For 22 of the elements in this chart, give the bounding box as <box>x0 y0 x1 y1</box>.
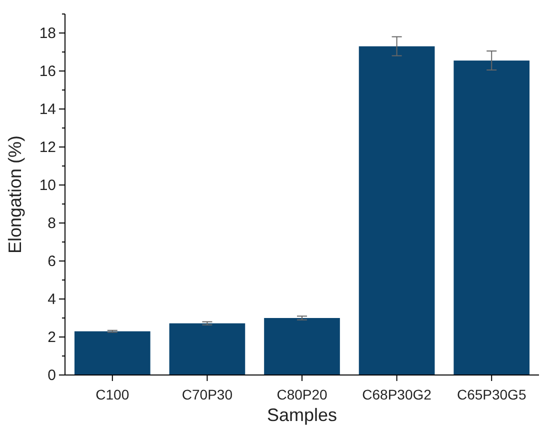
y-tick-label: 6 <box>48 252 56 270</box>
x-tick-label: C80P20 <box>276 386 328 402</box>
y-axis-title: Elongation (%) <box>5 135 25 254</box>
y-tick-label: 14 <box>39 100 56 118</box>
x-axis-title: Samples <box>266 405 338 425</box>
bar <box>169 323 246 375</box>
y-tick-label: 10 <box>39 176 56 194</box>
bar <box>74 331 150 375</box>
y-tick-label: 16 <box>39 62 56 80</box>
x-tick-label: C100 <box>96 386 130 402</box>
y-tick-label: 12 <box>39 138 56 156</box>
y-tick-label: 18 <box>39 24 56 42</box>
x-tick-label: C70P30 <box>182 386 233 402</box>
bar <box>264 318 340 375</box>
y-tick-label: 2 <box>48 328 56 346</box>
y-tick-label: 8 <box>48 214 56 232</box>
y-tick-label: 4 <box>48 290 56 308</box>
x-tick-label: C68P30G2 <box>362 386 432 402</box>
bar <box>454 60 530 375</box>
y-tick-label: 0 <box>48 366 56 384</box>
bar <box>358 46 435 375</box>
x-tick-label: C65P30G5 <box>456 386 526 402</box>
